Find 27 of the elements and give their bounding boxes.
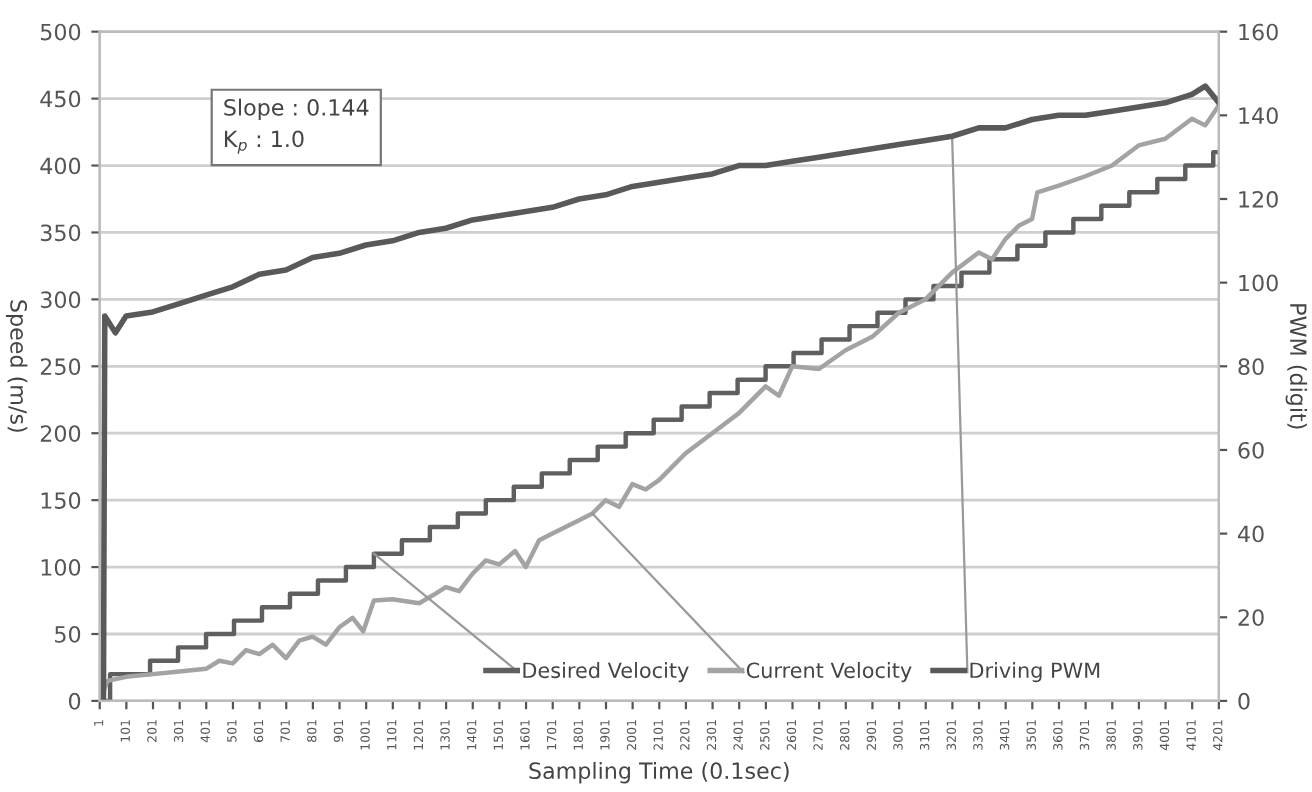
y-tick-label: 350 xyxy=(40,224,81,242)
y-tick-label: 500 xyxy=(40,23,81,41)
y2-tick-label: 140 xyxy=(1239,107,1278,125)
y-axis-title: Speed (m/s) xyxy=(5,300,28,432)
y-tick-label: 0 xyxy=(68,692,81,710)
y-tick-label: 400 xyxy=(40,157,81,175)
y2-tick-label: 40 xyxy=(1237,525,1264,543)
y-tick-label: 250 xyxy=(40,358,81,376)
annotation: Slope : 0.144 K$_{p}$ : 1.0 xyxy=(224,98,369,154)
legend-label: Desired Velocity xyxy=(523,662,689,683)
y2-tick-label: 60 xyxy=(1238,441,1264,459)
y-tick-label: 450 xyxy=(40,90,81,108)
y2-tick-label: 160 xyxy=(1239,23,1278,41)
y2-tick-label: 20 xyxy=(1238,609,1264,627)
y2-tick-label: 0 xyxy=(1238,692,1250,710)
y-tick-label: 200 xyxy=(40,425,81,442)
x-axis-title: Sampling Time (0.1sec) xyxy=(529,761,789,784)
y-tick-label: 300 xyxy=(40,291,81,309)
y-tick-label: 150 xyxy=(41,492,81,509)
legend-label: Driving PWM xyxy=(970,662,1100,683)
y-tick-label: 100 xyxy=(41,559,81,576)
y2-tick-label: 100 xyxy=(1239,274,1278,292)
y2-tick-label: 120 xyxy=(1239,190,1278,208)
y-tick-label: 50 xyxy=(55,625,81,643)
y2-tick-label: 80 xyxy=(1238,358,1264,376)
legend-label: Current Velocity xyxy=(746,662,912,683)
y2-axis-title: PWM (digit) xyxy=(1285,304,1308,429)
